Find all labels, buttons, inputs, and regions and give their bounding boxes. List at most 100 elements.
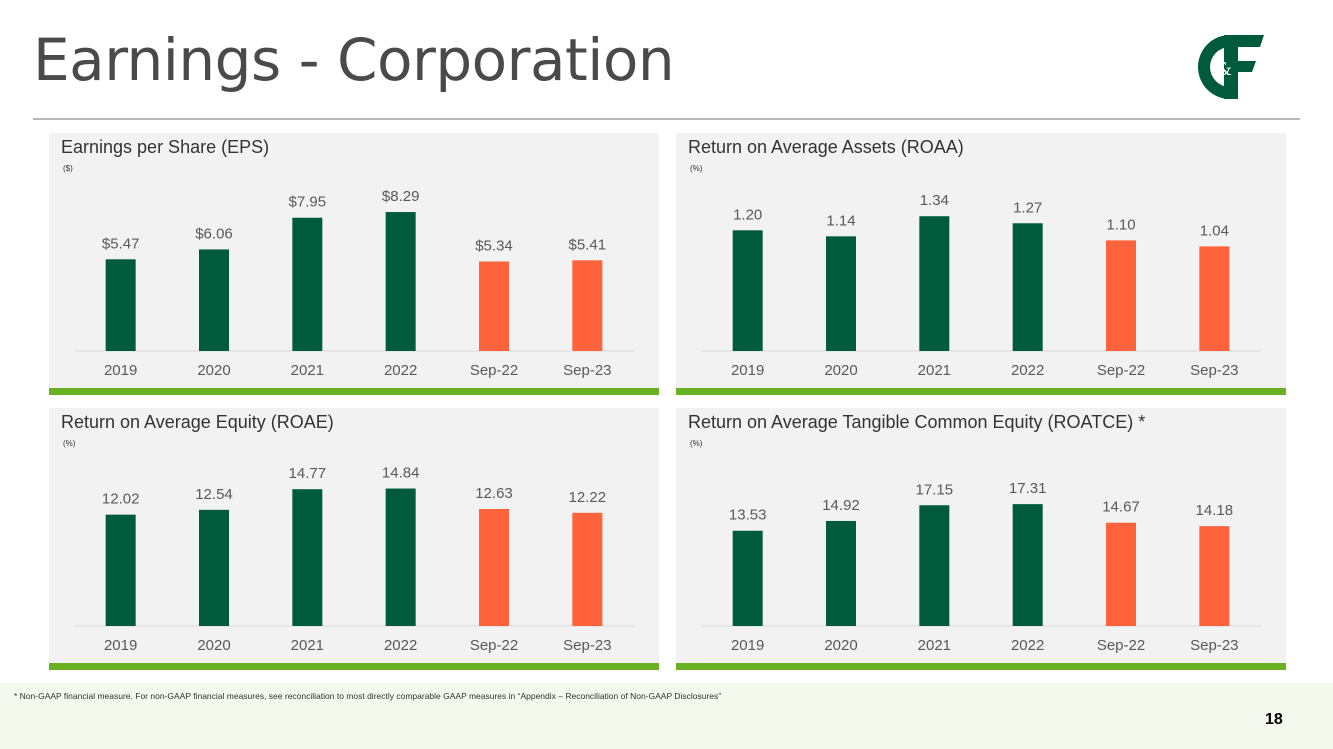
bar: [826, 520, 856, 626]
x-tick-label: 2019: [731, 637, 764, 654]
x-tick-label: 2020: [824, 362, 857, 379]
data-label: 1.04: [1200, 222, 1229, 239]
bar: [572, 512, 603, 626]
data-label: $7.95: [289, 194, 327, 211]
bar: [479, 509, 509, 626]
x-tick-label: 2021: [291, 362, 324, 379]
x-tick-label: Sep-22: [470, 637, 518, 654]
data-label: $5.47: [102, 235, 140, 252]
x-tick-label: 2020: [197, 362, 230, 379]
bar: [732, 230, 763, 351]
chart-unit-label: (%): [690, 164, 703, 173]
data-label: 14.77: [289, 465, 327, 482]
bar: [1012, 504, 1043, 626]
bar: [105, 514, 136, 626]
x-tick-label: 2019: [731, 362, 764, 379]
x-tick-label: Sep-23: [563, 637, 611, 654]
panel-accent-bar: [49, 663, 659, 670]
x-tick-label: 2022: [1011, 637, 1044, 654]
logo-c-shape: [1198, 35, 1230, 99]
x-tick-label: Sep-23: [1190, 362, 1238, 379]
data-label: 14.18: [1196, 502, 1234, 519]
x-tick-label: 2022: [384, 362, 417, 379]
panel-accent-bar: [49, 388, 659, 395]
x-tick-label: 2021: [291, 637, 324, 654]
chart-unit-label: (%): [63, 439, 76, 448]
x-tick-label: 2020: [824, 637, 857, 654]
bar: [919, 216, 950, 351]
x-tick-label: Sep-22: [1097, 362, 1145, 379]
bar: [572, 260, 603, 351]
bar: [199, 509, 229, 626]
footer-background-band: [0, 683, 1333, 749]
chart-title: Return on Average Tangible Common Equity…: [688, 412, 1145, 432]
title-divider: [33, 118, 1300, 120]
bar: [919, 505, 950, 626]
panel-accent-bar: [676, 663, 1286, 670]
data-label: 17.31: [1009, 480, 1047, 497]
bar-chart: Return on Average Assets (ROAA) (%) 1.20 20…: [688, 137, 1261, 379]
chart-title: Return on Average Assets (ROAA): [688, 137, 964, 157]
bar: [199, 249, 229, 351]
x-tick-label: Sep-22: [470, 362, 518, 379]
bar: [385, 212, 416, 351]
data-label: 12.02: [102, 491, 140, 508]
x-tick-label: 2022: [1011, 362, 1044, 379]
data-label: 1.27: [1013, 199, 1042, 216]
x-tick-label: Sep-22: [1097, 637, 1145, 654]
data-label: $5.34: [475, 237, 513, 254]
eps-chart-panel: Earnings per Share (EPS) ($) $5.47 2019 $6.0…: [49, 133, 659, 395]
bar: [1199, 526, 1230, 626]
bar: [1012, 223, 1043, 351]
data-label: 14.84: [382, 465, 420, 482]
roatce-chart-panel: Return on Average Tangible Common Equity…: [676, 408, 1286, 670]
x-tick-label: 2021: [918, 637, 951, 654]
data-label: $5.41: [569, 236, 607, 253]
bar: [292, 217, 323, 351]
panel-accent-bar: [676, 388, 1286, 395]
roae-chart-panel: Return on Average Equity (ROAE) (%) 12.02 2…: [49, 408, 659, 670]
bar: [732, 530, 763, 626]
x-tick-label: 2019: [104, 362, 137, 379]
data-label: 12.63: [475, 485, 513, 502]
x-tick-label: 2022: [384, 637, 417, 654]
data-label: 14.67: [1102, 499, 1140, 516]
data-label: 1.10: [1106, 216, 1135, 233]
bar: [292, 489, 323, 626]
bar-chart: Earnings per Share (EPS) ($) $5.47 2019 $6.0…: [61, 137, 634, 379]
bar: [385, 488, 416, 626]
bar: [1199, 246, 1230, 351]
data-label: 1.34: [920, 192, 949, 209]
data-label: $8.29: [382, 188, 420, 205]
chart-title: Return on Average Equity (ROAE): [61, 412, 334, 432]
non-gaap-footnote: * Non-GAAP financial measure. For non-GA…: [14, 691, 722, 701]
x-tick-label: 2021: [918, 362, 951, 379]
x-tick-label: Sep-23: [563, 362, 611, 379]
data-label: 17.15: [916, 481, 954, 498]
data-label: 13.53: [729, 507, 767, 524]
page-title: Earnings - Corporation: [33, 26, 675, 94]
bar: [1106, 240, 1136, 351]
logo-f-shape: [1224, 35, 1264, 99]
roaa-chart-panel: Return on Average Assets (ROAA) (%) 1.20 20…: [676, 133, 1286, 395]
data-label: 12.54: [195, 486, 233, 503]
chart-unit-label: (%): [690, 439, 703, 448]
logo-ampersand: &: [1216, 59, 1232, 80]
bar-chart: Return on Average Tangible Common Equity…: [688, 412, 1261, 654]
page-number: 18: [1265, 711, 1283, 728]
bar-chart: Return on Average Equity (ROAE) (%) 12.02 2…: [61, 412, 634, 654]
bar: [826, 236, 856, 351]
bar: [479, 261, 509, 351]
bar: [1106, 522, 1136, 626]
data-label: $6.06: [195, 225, 233, 242]
x-tick-label: 2020: [197, 637, 230, 654]
data-label: 1.14: [826, 212, 855, 229]
bar: [105, 259, 136, 351]
chart-title: Earnings per Share (EPS): [61, 137, 269, 157]
data-label: 14.92: [822, 497, 860, 514]
data-label: 1.20: [733, 206, 762, 223]
x-tick-label: Sep-23: [1190, 637, 1238, 654]
chart-unit-label: ($): [63, 164, 73, 173]
cf-logo-icon: &: [1198, 35, 1264, 99]
x-tick-label: 2019: [104, 637, 137, 654]
